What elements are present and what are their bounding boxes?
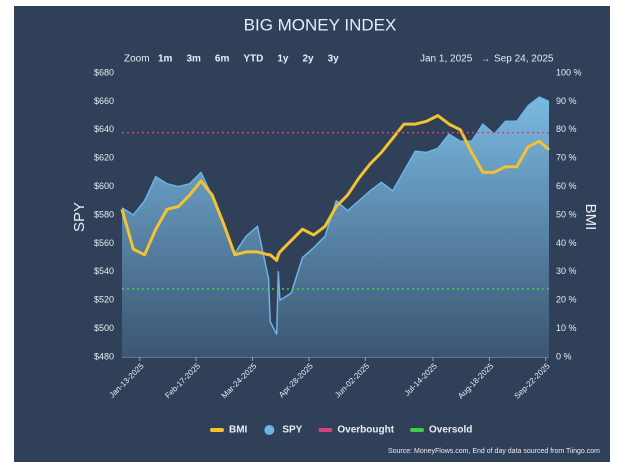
- y2-axis-title: BMI: [582, 204, 599, 231]
- legend-marker: [318, 428, 333, 432]
- zoom-button[interactable]: 1m: [158, 54, 173, 65]
- bmi-line: [120, 114, 550, 262]
- zoom-button[interactable]: 2y: [302, 54, 314, 65]
- y2-tick-label: 70 %: [556, 153, 577, 163]
- area: [122, 97, 549, 357]
- y-tick-label: $640: [94, 124, 114, 134]
- zoom-button[interactable]: 3y: [328, 54, 340, 65]
- y-tick-label: $480: [94, 351, 114, 361]
- zoom-label: Zoom: [124, 54, 150, 65]
- zoom-button[interactable]: 6m: [215, 54, 230, 65]
- legend-label: Oversold: [429, 425, 472, 436]
- legend-marker: [210, 428, 224, 432]
- date-to[interactable]: Sep 24, 2025: [494, 54, 554, 65]
- legend-item[interactable]: BMI: [210, 425, 248, 436]
- y-tick-label: $600: [94, 181, 114, 191]
- legend-marker: [264, 425, 275, 435]
- date-separator: →: [481, 53, 490, 63]
- y-tick-label: $580: [94, 209, 114, 219]
- legend-item[interactable]: Oversold: [410, 425, 472, 436]
- y-tick-label: $620: [94, 153, 114, 163]
- y2-tick-label: 80 %: [556, 124, 577, 134]
- y2-tick-label: 100 %: [556, 67, 582, 77]
- y-tick-label: $560: [94, 238, 114, 248]
- date-from[interactable]: Jan 1, 2025: [420, 54, 473, 65]
- y-axis-title: SPY: [71, 202, 88, 232]
- y-tick-label: $660: [94, 96, 114, 106]
- y2-tick-label: 0 %: [556, 351, 572, 361]
- y2-tick-label: 30 %: [556, 266, 577, 276]
- y2-tick-label: 50 %: [556, 209, 577, 219]
- legend-label: SPY: [282, 425, 302, 436]
- y-tick-label: $520: [94, 295, 114, 305]
- spy-line: [121, 96, 550, 336]
- y-tick-label: $540: [94, 266, 114, 276]
- zoom-button[interactable]: YTD: [243, 54, 263, 65]
- legend-label: BMI: [229, 425, 248, 436]
- legend-item[interactable]: SPY: [264, 425, 303, 436]
- source-note: Source: MoneyFlows.com, End of day data …: [388, 448, 600, 455]
- legend-marker: [410, 428, 425, 432]
- y2-tick-label: 90 %: [556, 96, 577, 106]
- y2-tick-label: 20 %: [556, 295, 577, 305]
- chart-title: BIG MONEY INDEX: [244, 15, 397, 34]
- y-tick-label: $680: [94, 67, 114, 77]
- legend-item[interactable]: Overbought: [318, 425, 395, 436]
- zoom-button[interactable]: 3m: [186, 54, 201, 65]
- legend-label: Overbought: [337, 425, 394, 436]
- zoom-button[interactable]: 1y: [277, 54, 289, 65]
- y2-tick-label: 40 %: [556, 238, 577, 248]
- y-tick-label: $500: [94, 323, 114, 333]
- y2-tick-label: 10 %: [556, 323, 577, 333]
- y2-tick-label: 60 %: [556, 181, 577, 191]
